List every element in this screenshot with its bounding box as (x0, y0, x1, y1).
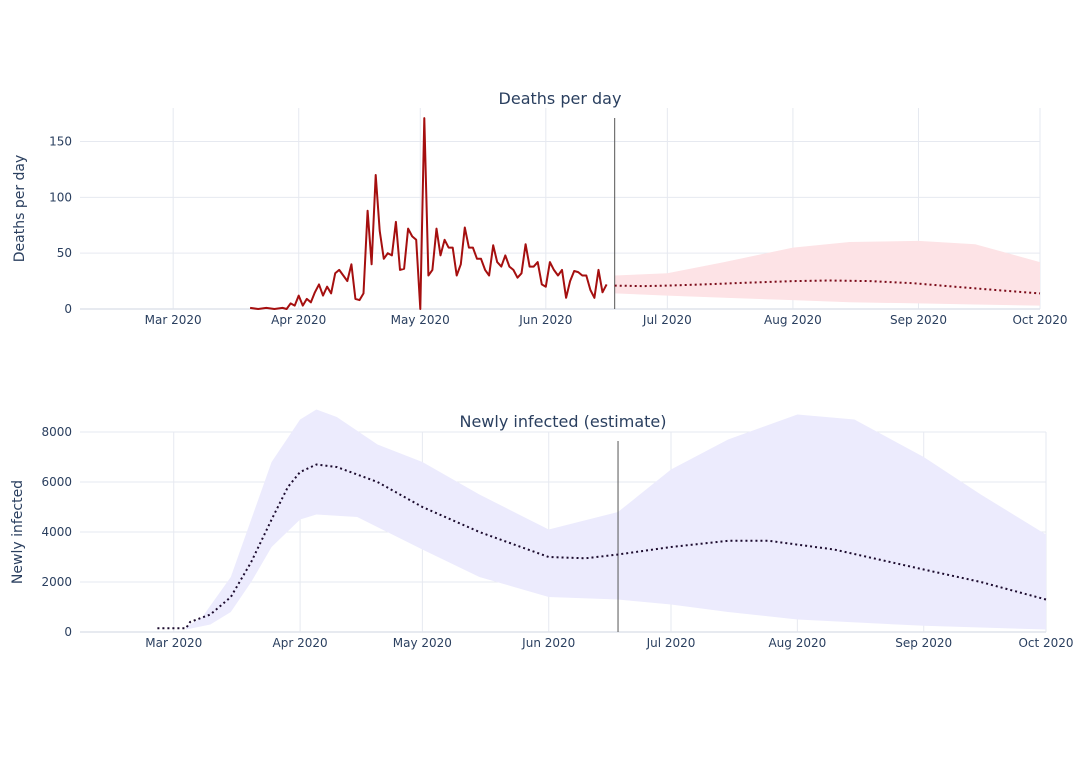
uncertainty-band (186, 409, 1046, 630)
series-line-fit (283, 235, 607, 308)
y-tick-label: 0 (64, 302, 72, 316)
x-tick-label: Mar 2020 (145, 636, 202, 650)
x-tick-label: Jun 2020 (518, 313, 572, 327)
uncertainty-band (614, 240, 1040, 306)
x-tick-label: Apr 2020 (273, 636, 328, 650)
y-tick-label: 4000 (41, 525, 72, 539)
chart-title-deaths: Deaths per day (499, 89, 622, 108)
chart-title-infected: Newly infected (estimate) (459, 412, 666, 431)
y-tick-label: 100 (49, 190, 72, 204)
y-tick-label: 150 (49, 135, 72, 149)
x-tick-label: May 2020 (391, 313, 450, 327)
y-axis-title-deaths: Deaths per day (12, 155, 28, 263)
x-tick-label: May 2020 (393, 636, 452, 650)
x-tick-label: Sep 2020 (895, 636, 952, 650)
x-tick-label: Jul 2020 (646, 636, 696, 650)
y-tick-label: 50 (57, 246, 72, 260)
y-tick-label: 2000 (41, 575, 72, 589)
x-tick-label: Aug 2020 (768, 636, 826, 650)
y-tick-label: 8000 (41, 425, 72, 439)
x-tick-label: Oct 2020 (1012, 313, 1067, 327)
y-tick-label: 6000 (41, 475, 72, 489)
x-tick-label: Mar 2020 (145, 313, 202, 327)
chart-deaths-per-day: Deaths per day Deaths per day Mar 2020 Ap… (12, 89, 1068, 327)
x-tick-label: Sep 2020 (890, 313, 947, 327)
series-line-forecast (614, 279, 1041, 295)
x-tick-label: Jul 2020 (642, 313, 692, 327)
y-axis-title-infected: Newly infected (10, 480, 26, 584)
x-tick-label: Oct 2020 (1018, 636, 1073, 650)
y-tick-label: 0 (64, 625, 72, 639)
x-tick-label: Aug 2020 (764, 313, 822, 327)
x-tick-label: Jun 2020 (521, 636, 575, 650)
x-tick-label: Apr 2020 (271, 313, 326, 327)
series-line-observed (249, 117, 608, 310)
chart-newly-infected: Newly infected (estimate) Newly infected… (10, 409, 1074, 650)
